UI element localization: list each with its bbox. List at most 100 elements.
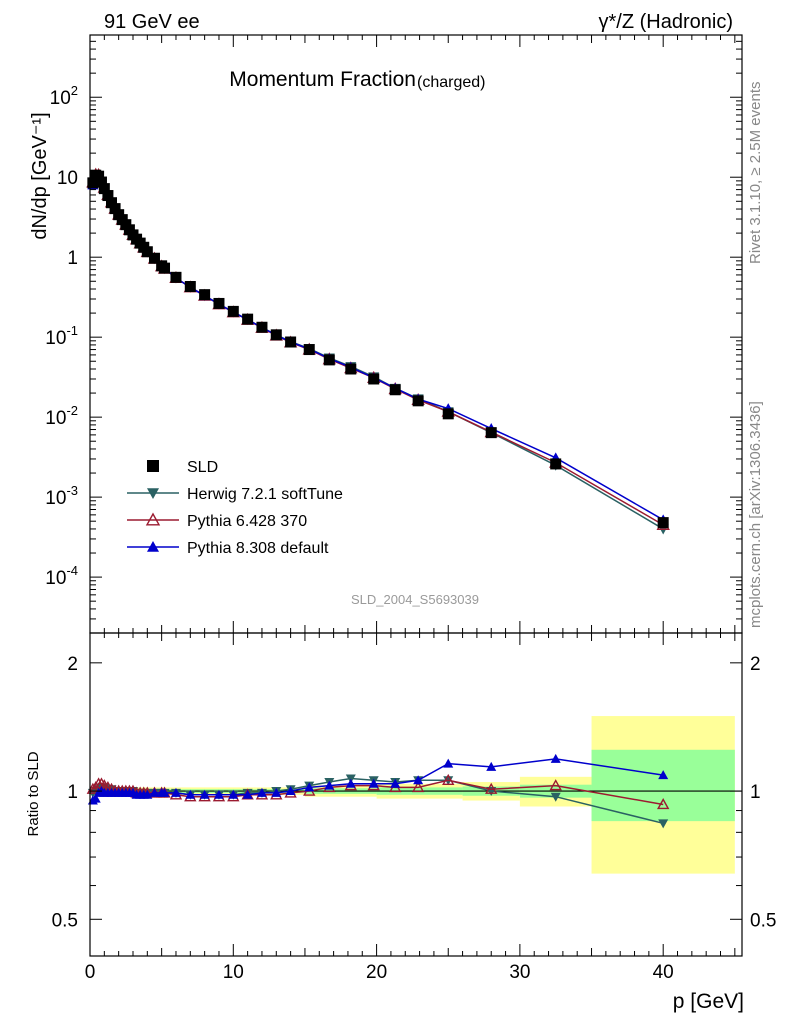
y-tick-label: 102 — [50, 83, 78, 109]
ratio-point — [658, 819, 669, 829]
data-point — [148, 252, 160, 264]
data-point — [87, 177, 99, 189]
data-point — [159, 262, 171, 274]
legend-label: Herwig 7.2.1 softTune — [187, 486, 343, 503]
x-tick-label: 20 — [366, 962, 387, 983]
legend-entry: SLD — [147, 459, 218, 476]
data-point — [412, 395, 424, 407]
ratio-frame — [89, 632, 743, 957]
legend-label: Pythia 8.308 default — [187, 540, 329, 557]
ratio-y-tick-label-right: 2 — [750, 654, 761, 675]
main-title-suffix: (charged) — [417, 74, 485, 91]
ratio-point — [228, 789, 239, 799]
ratio-panel: 0.5 0.51 12 20 10 20 30 40 Ratio to SLD p [GeV] — [25, 632, 776, 1013]
main-title: Momentum Fraction — [229, 68, 416, 91]
series-pythia-8-308-default — [87, 171, 669, 525]
y-tick-label: 10-1 — [45, 323, 78, 349]
data-point — [141, 246, 153, 258]
ratio-point — [199, 789, 210, 799]
data-point — [95, 176, 107, 188]
rivet-label: Rivet 3.1.10, ≥ 2.5M events — [747, 82, 764, 265]
ratio-point — [656, 798, 670, 810]
data-point — [98, 183, 110, 195]
x-tick-label: 10 — [223, 962, 244, 983]
ratio-point — [170, 787, 181, 797]
ratio-point — [213, 789, 224, 799]
data-point — [485, 427, 497, 439]
ratio-point — [658, 770, 669, 780]
main-ylabel: dN/dp [GeV⁻¹] — [29, 112, 51, 239]
ratio-point — [485, 782, 498, 794]
series-sld — [87, 169, 669, 529]
y-tick-label: 1 — [67, 248, 78, 269]
ratio-ylabel: Ratio to SLD — [25, 751, 42, 836]
legend-entry: Herwig 7.2.1 softTune — [127, 486, 343, 503]
ratio-point — [549, 779, 562, 791]
legend-marker — [147, 541, 159, 552]
ratio-point — [185, 789, 196, 799]
ratio-point — [443, 758, 454, 768]
data-point — [550, 458, 562, 470]
ratio-y-tick-label-right: 1 — [750, 782, 761, 803]
ratio-point — [271, 787, 282, 797]
data-point — [442, 408, 454, 420]
ratio-point — [413, 775, 424, 785]
header-right: γ*/Z (Hadronic) — [599, 11, 733, 33]
series-line — [92, 173, 664, 526]
y-tick-label: 10-4 — [45, 563, 78, 589]
data-point — [303, 344, 315, 356]
ratio-point — [285, 786, 296, 796]
main-panel: 10-4 10-3 10-2 10-1 1 10 102 Momentum Fraction… — [29, 34, 743, 634]
ratio-point — [550, 792, 561, 802]
legend: SLD Herwig 7.2.1 softTune Pythia 6.428 370… — [127, 459, 343, 557]
data-point — [323, 354, 335, 366]
y-tick-label: 10-2 — [45, 403, 78, 429]
data-point — [199, 289, 211, 301]
ratio-y-tick-label-right: 0.5 — [750, 910, 776, 931]
data-point — [285, 336, 297, 348]
legend-label: SLD — [187, 459, 218, 476]
data-point — [184, 281, 196, 293]
data-point — [345, 363, 357, 375]
y-tick-label: 10-3 — [45, 483, 78, 509]
ratio-point — [368, 778, 379, 788]
data-point — [105, 197, 117, 209]
ratio-point — [242, 789, 253, 799]
ratio-point — [90, 793, 101, 803]
legend-entry: Pythia 8.308 default — [127, 540, 329, 557]
ratio-point — [486, 761, 497, 771]
x-tick-label: 30 — [509, 962, 530, 983]
ratio-y-tick-label-left: 2 — [67, 654, 78, 675]
legend-marker — [147, 488, 159, 499]
x-axis-label: p [GeV] — [673, 990, 744, 1013]
legend-label: Pythia 6.428 370 — [187, 513, 307, 530]
ratio-point — [149, 787, 160, 797]
data-point — [270, 329, 282, 341]
x-tick-label: 40 — [653, 962, 674, 983]
ratio-y-tick-label-left: 1 — [67, 782, 78, 803]
stat-band — [591, 749, 735, 822]
analysis-label: SLD_2004_S5693039 — [351, 592, 479, 607]
data-point — [170, 271, 182, 283]
legend-entry: Pythia 6.428 370 — [127, 512, 307, 530]
data-point — [102, 190, 114, 202]
legend-marker — [145, 512, 161, 526]
data-point — [109, 203, 121, 215]
mcplots-label: mcplots.cern.ch [arXiv:1306.3436] — [747, 401, 764, 628]
data-point — [657, 517, 669, 529]
series-pythia-6-428-370 — [86, 167, 670, 530]
ratio-point — [256, 787, 267, 797]
ratio-y-tick-label-left: 0.5 — [52, 910, 78, 931]
ratio-point — [442, 773, 455, 785]
ratio-point — [550, 753, 561, 763]
x-tick-label: 0 — [85, 962, 96, 983]
data-point — [256, 321, 268, 333]
data-point — [213, 297, 225, 309]
ratio-point — [304, 782, 315, 792]
data-point — [368, 373, 380, 385]
data-point — [93, 170, 105, 182]
ratio-point — [390, 778, 401, 788]
y-tick-label: 10 — [57, 168, 78, 189]
series-line — [92, 175, 664, 521]
